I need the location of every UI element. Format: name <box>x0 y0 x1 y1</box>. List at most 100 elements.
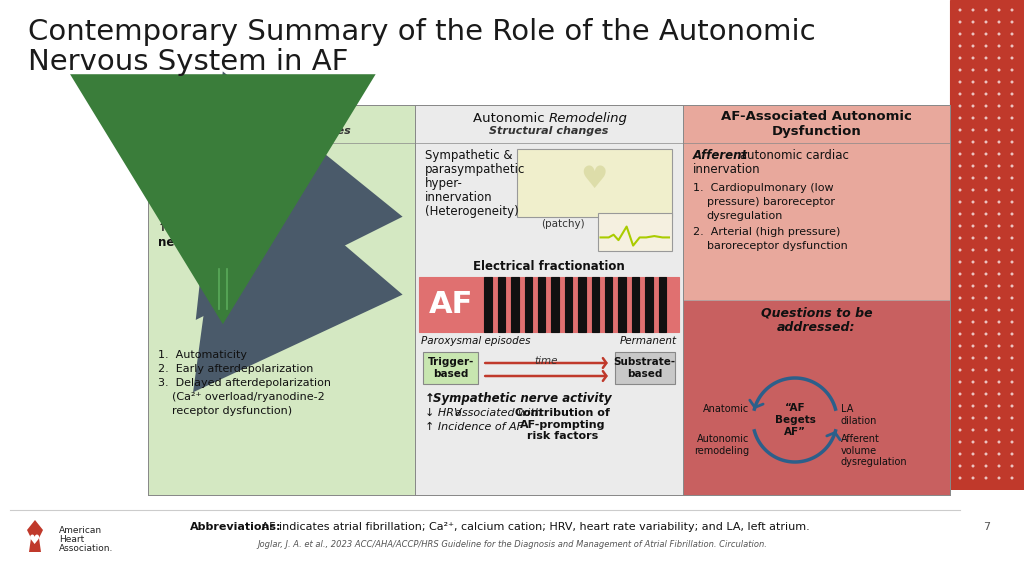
Bar <box>645 277 652 332</box>
Circle shape <box>997 248 1000 252</box>
Text: receptor dysfunction): receptor dysfunction) <box>172 406 292 416</box>
Bar <box>565 277 572 332</box>
Text: innervation: innervation <box>425 191 493 204</box>
Circle shape <box>1011 104 1014 108</box>
Circle shape <box>984 116 987 119</box>
Circle shape <box>972 369 975 372</box>
Circle shape <box>958 272 962 275</box>
Circle shape <box>997 116 1000 119</box>
Circle shape <box>997 176 1000 180</box>
Circle shape <box>984 453 987 456</box>
Bar <box>683 300 950 495</box>
Text: Questions to be
addressed:: Questions to be addressed: <box>761 306 872 334</box>
Bar <box>958 0 1024 490</box>
Circle shape <box>997 200 1000 203</box>
Circle shape <box>997 128 1000 131</box>
Text: 3.  Delayed afterdepolarization: 3. Delayed afterdepolarization <box>158 378 331 388</box>
Circle shape <box>984 93 987 96</box>
Circle shape <box>972 441 975 444</box>
Circle shape <box>972 128 975 131</box>
Bar <box>683 105 950 495</box>
Circle shape <box>984 309 987 312</box>
Circle shape <box>984 69 987 71</box>
Circle shape <box>1011 248 1014 252</box>
Text: dysregulation: dysregulation <box>707 211 783 221</box>
Circle shape <box>972 104 975 108</box>
Circle shape <box>972 176 975 180</box>
Circle shape <box>984 344 987 347</box>
Text: Contemporary Summary of the Role of the Autonomic: Contemporary Summary of the Role of the … <box>28 18 816 46</box>
Circle shape <box>958 332 962 335</box>
Circle shape <box>972 225 975 228</box>
Text: 1.  Cardiopulmonary (low: 1. Cardiopulmonary (low <box>692 183 834 193</box>
Circle shape <box>984 188 987 191</box>
Circle shape <box>997 104 1000 108</box>
Circle shape <box>984 320 987 324</box>
Circle shape <box>1011 464 1014 468</box>
Text: autonomic cardiac: autonomic cardiac <box>735 149 849 162</box>
Circle shape <box>984 213 987 215</box>
Circle shape <box>997 188 1000 191</box>
Circle shape <box>997 404 1000 407</box>
Text: ↑: ↑ <box>425 392 439 405</box>
Circle shape <box>958 404 962 407</box>
Text: 1.  Automaticity: 1. Automaticity <box>158 350 247 360</box>
Circle shape <box>984 153 987 156</box>
Circle shape <box>1011 213 1014 215</box>
Bar <box>420 277 679 332</box>
Circle shape <box>972 285 975 287</box>
Circle shape <box>958 476 962 479</box>
Circle shape <box>972 81 975 84</box>
Circle shape <box>958 429 962 431</box>
Circle shape <box>1011 188 1014 191</box>
Circle shape <box>984 165 987 168</box>
Text: (patchy): (patchy) <box>542 219 586 229</box>
Circle shape <box>997 237 1000 240</box>
Circle shape <box>1011 285 1014 287</box>
Circle shape <box>1011 116 1014 119</box>
Text: Structural changes: Structural changes <box>489 126 608 136</box>
Circle shape <box>972 248 975 252</box>
Text: innervation: innervation <box>158 163 225 176</box>
Polygon shape <box>950 490 1024 576</box>
Text: ↑ Cholinergic: ↑ Cholinergic <box>158 221 247 234</box>
Bar <box>632 277 639 332</box>
Circle shape <box>997 93 1000 96</box>
Text: AF: AF <box>429 290 473 319</box>
Circle shape <box>972 200 975 203</box>
Text: ♥: ♥ <box>581 165 608 194</box>
Circle shape <box>997 165 1000 168</box>
Circle shape <box>972 429 975 431</box>
Circle shape <box>997 272 1000 275</box>
Circle shape <box>972 320 975 324</box>
Text: Sympathetic &: Sympathetic & <box>425 149 513 162</box>
Circle shape <box>1011 272 1014 275</box>
Bar <box>511 277 518 332</box>
Circle shape <box>984 248 987 252</box>
Circle shape <box>972 332 975 335</box>
Bar <box>524 277 531 332</box>
Bar <box>416 105 683 495</box>
Circle shape <box>958 464 962 468</box>
Text: Autonomic: Autonomic <box>197 112 282 125</box>
Text: AF indicates atrial fibrillation; Ca²⁺, calcium cation; HRV, heart rate variabil: AF indicates atrial fibrillation; Ca²⁺, … <box>258 522 810 532</box>
Text: nerve activity: nerve activity <box>158 199 250 212</box>
Circle shape <box>958 21 962 24</box>
Circle shape <box>972 464 975 468</box>
Circle shape <box>972 56 975 59</box>
Circle shape <box>972 392 975 396</box>
Circle shape <box>997 392 1000 396</box>
Circle shape <box>958 248 962 252</box>
Circle shape <box>1011 309 1014 312</box>
Circle shape <box>997 141 1000 143</box>
Bar <box>498 277 505 332</box>
Circle shape <box>997 297 1000 300</box>
Circle shape <box>984 441 987 444</box>
Circle shape <box>984 21 987 24</box>
Circle shape <box>997 213 1000 215</box>
Bar <box>598 213 672 251</box>
Circle shape <box>958 369 962 372</box>
Text: Permanent: Permanent <box>620 336 677 346</box>
Circle shape <box>1011 429 1014 431</box>
Circle shape <box>1011 237 1014 240</box>
